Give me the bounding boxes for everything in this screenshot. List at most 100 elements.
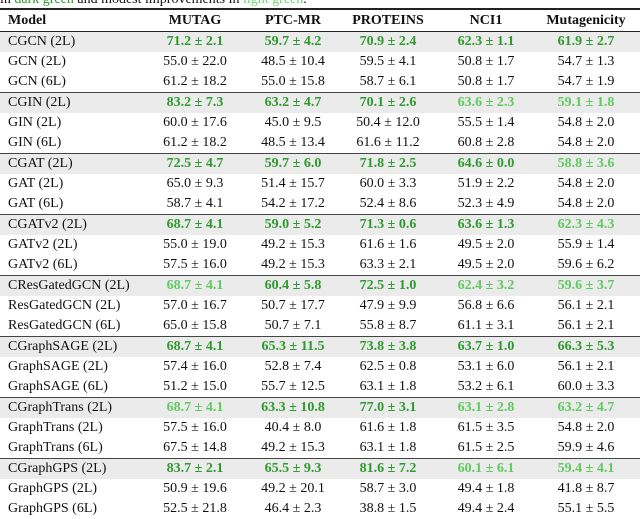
score-cell: 61.2 ± 18.2 (140, 133, 250, 154)
caption: in dark green and modest improvements in… (0, 0, 307, 7)
score-cell: 81.6 ± 7.2 (336, 459, 440, 480)
score-cell: 60.0 ± 3.3 (532, 377, 640, 398)
caption-text: and modest improvements in (74, 0, 243, 7)
model-cell: CGATv2 (2L) (0, 215, 140, 236)
column-header: Mutagenicity (532, 9, 640, 32)
score-cell: 63.2 ± 4.7 (250, 93, 336, 114)
score-cell: 45.0 ± 9.5 (250, 113, 336, 133)
score-cell: 62.5 ± 0.8 (336, 357, 440, 377)
score-cell: 58.7 ± 6.1 (336, 72, 440, 93)
score-cell: 53.1 ± 6.0 (440, 357, 532, 377)
score-cell: 61.6 ± 1.8 (336, 418, 440, 438)
score-cell: 52.8 ± 7.4 (250, 357, 336, 377)
score-cell: 55.0 ± 22.0 (140, 52, 250, 72)
score-cell: 70.9 ± 2.4 (336, 32, 440, 53)
score-cell: 52.5 ± 21.8 (140, 499, 250, 519)
score-cell: 49.5 ± 2.0 (440, 235, 532, 255)
score-cell: 68.7 ± 4.1 (140, 398, 250, 419)
score-cell: 54.8 ± 2.0 (532, 174, 640, 194)
score-cell: 50.8 ± 1.7 (440, 72, 532, 93)
score-cell: 73.8 ± 3.8 (336, 337, 440, 358)
score-cell: 59.1 ± 1.8 (532, 93, 640, 114)
score-cell: 55.7 ± 12.5 (250, 377, 336, 398)
score-cell: 71.2 ± 2.1 (140, 32, 250, 53)
score-cell: 49.2 ± 15.3 (250, 255, 336, 276)
score-cell: 57.5 ± 16.0 (140, 255, 250, 276)
score-cell: 55.8 ± 8.7 (336, 316, 440, 337)
model-cell: GraphTrans (2L) (0, 418, 140, 438)
score-cell: 63.6 ± 2.3 (440, 93, 532, 114)
column-header: NCI1 (440, 9, 532, 32)
score-cell: 63.1 ± 1.8 (336, 438, 440, 459)
score-cell: 61.9 ± 2.7 (532, 32, 640, 53)
caption-text: light green (243, 0, 303, 7)
score-cell: 52.3 ± 4.9 (440, 194, 532, 215)
model-cell: CGIN (2L) (0, 93, 140, 114)
model-cell: GCN (2L) (0, 52, 140, 72)
score-cell: 62.3 ± 4.3 (532, 215, 640, 236)
model-cell: CGraphSAGE (2L) (0, 337, 140, 358)
score-cell: 72.5 ± 1.0 (336, 276, 440, 297)
score-cell: 59.6 ± 3.7 (532, 276, 640, 297)
score-cell: 83.7 ± 2.1 (140, 459, 250, 480)
score-cell: 51.2 ± 15.0 (140, 377, 250, 398)
score-cell: 66.3 ± 5.3 (532, 337, 640, 358)
score-cell: 50.9 ± 19.6 (140, 479, 250, 499)
score-cell: 68.7 ± 4.1 (140, 215, 250, 236)
score-cell: 51.4 ± 15.7 (250, 174, 336, 194)
model-cell: GAT (2L) (0, 174, 140, 194)
score-cell: 83.2 ± 7.3 (140, 93, 250, 114)
model-cell: GATv2 (2L) (0, 235, 140, 255)
score-cell: 61.1 ± 3.1 (440, 316, 532, 337)
score-cell: 53.2 ± 6.1 (440, 377, 532, 398)
score-cell: 49.2 ± 20.1 (250, 479, 336, 499)
score-cell: 49.4 ± 1.8 (440, 479, 532, 499)
column-header: PTC-MR (250, 9, 336, 32)
score-cell: 48.5 ± 13.4 (250, 133, 336, 154)
model-cell: CGraphGPS (2L) (0, 459, 140, 480)
score-cell: 68.7 ± 4.1 (140, 337, 250, 358)
score-cell: 65.0 ± 9.3 (140, 174, 250, 194)
model-cell: GATv2 (6L) (0, 255, 140, 276)
score-cell: 52.4 ± 8.6 (336, 194, 440, 215)
score-cell: 56.8 ± 6.6 (440, 296, 532, 316)
model-cell: GraphSAGE (2L) (0, 357, 140, 377)
score-cell: 65.3 ± 11.5 (250, 337, 336, 358)
model-cell: GIN (6L) (0, 133, 140, 154)
score-cell: 63.3 ± 10.8 (250, 398, 336, 419)
model-cell: GraphGPS (6L) (0, 499, 140, 519)
column-header: PROTEINS (336, 9, 440, 32)
model-cell: GraphTrans (6L) (0, 438, 140, 459)
model-cell: ResGatedGCN (6L) (0, 316, 140, 337)
model-cell: GCN (6L) (0, 72, 140, 93)
score-cell: 54.8 ± 2.0 (532, 418, 640, 438)
score-cell: 63.7 ± 1.0 (440, 337, 532, 358)
model-cell: GraphGPS (2L) (0, 479, 140, 499)
score-cell: 50.7 ± 7.1 (250, 316, 336, 337)
score-cell: 64.6 ± 0.0 (440, 154, 532, 175)
score-cell: 59.6 ± 6.2 (532, 255, 640, 276)
score-cell: 58.7 ± 4.1 (140, 194, 250, 215)
score-cell: 50.4 ± 12.0 (336, 113, 440, 133)
score-cell: 54.7 ± 1.9 (532, 72, 640, 93)
score-cell: 71.3 ± 0.6 (336, 215, 440, 236)
score-cell: 61.6 ± 1.6 (336, 235, 440, 255)
score-cell: 68.7 ± 4.1 (140, 276, 250, 297)
score-cell: 60.1 ± 6.1 (440, 459, 532, 480)
score-cell: 50.7 ± 17.7 (250, 296, 336, 316)
